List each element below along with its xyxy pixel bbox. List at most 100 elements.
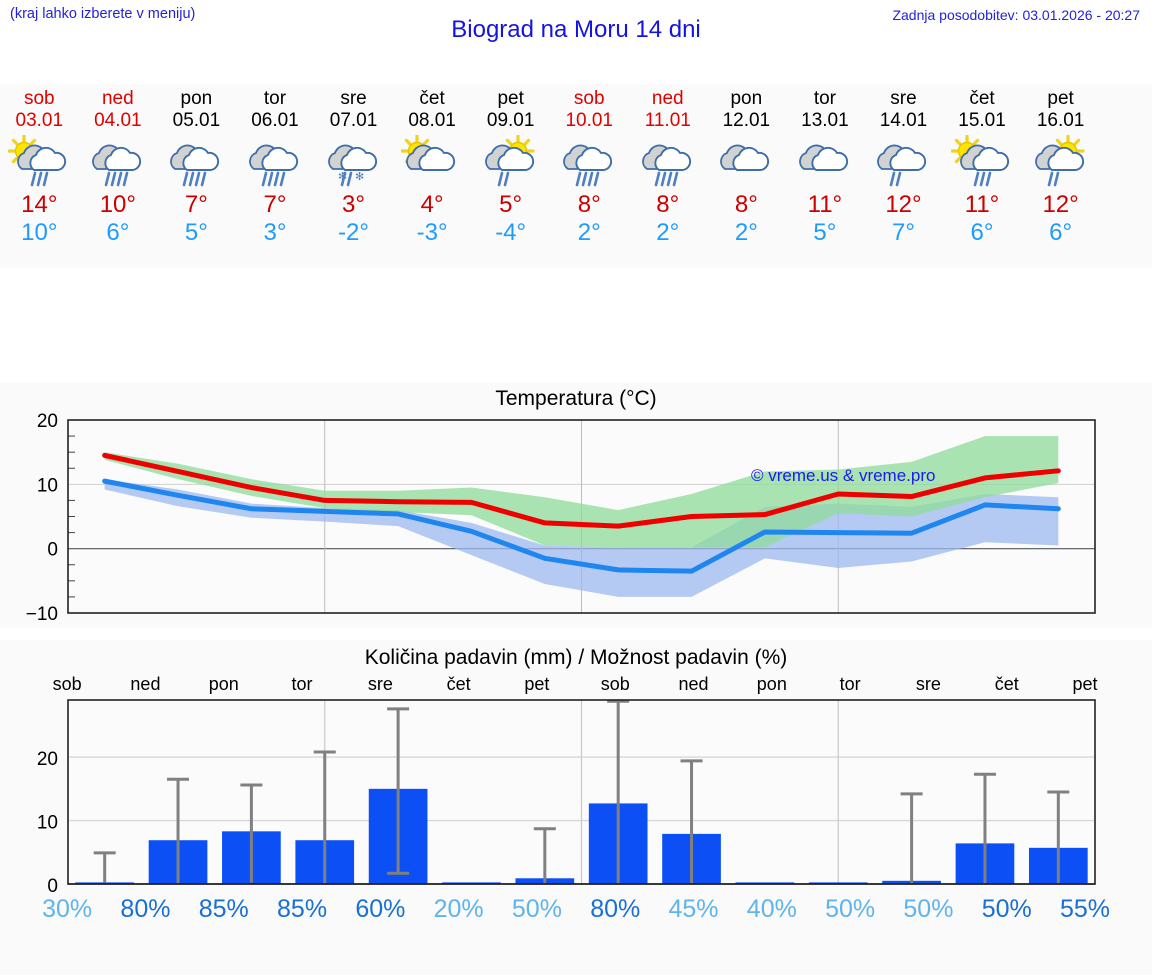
temp-min: -2° [338,219,369,246]
precip-probability: 85% [277,895,328,923]
temp-min: 10° [21,219,58,246]
temp-min: 6° [970,219,994,246]
temp-max: 11° [964,191,1000,218]
day-column[interactable]: ned 11.01 8° 2° [629,84,708,268]
day-column[interactable]: tor 06.01 7° 3° [236,84,315,268]
weather-icon-wrap [393,135,472,191]
precip-probability: 30% [42,895,93,923]
precipitation-chart-section: Količina padavin (mm) / Možnost padavin … [0,640,1152,975]
day-date: 11.01 [644,110,691,131]
temp-max: 12° [885,191,922,218]
cloud-sleet-icon: ✻ ✻ [327,144,377,187]
day-column[interactable]: tor 13.01 11° 5° [786,84,865,268]
day-date: 16.01 [1036,110,1085,131]
precip-day-label: čet [446,674,471,694]
temp-min: 2° [656,219,680,246]
day-date: 05.01 [172,110,221,131]
weather-icon-wrap [471,135,550,191]
day-name: pet [497,88,524,109]
day-column[interactable]: pet 09.01 5° -4° [471,84,550,268]
temperature-chart-section: Temperatura (°C) 20 10 0 −10 [0,383,1152,628]
cloud-icon [799,144,848,171]
day-column[interactable]: sre 14.01 12° 7° [864,84,943,268]
weather-icon-wrap [786,135,865,191]
temp-min: 6° [106,219,130,246]
cloud-rain-icon [641,144,691,187]
precipitation-day-labels: sob ned pon tor sre čet pet sob ned pon tor sre čet p… [28,674,1124,695]
precip-probability: 50% [903,895,954,923]
day-date: 12.01 [722,110,771,131]
cloud-rain-icon [563,144,613,187]
temp-y-tick: 0 [47,540,58,561]
day-date: 07.01 [329,110,378,131]
day-column[interactable]: sob 10.01 8° 2° [550,84,629,268]
day-column[interactable]: pet 16.01 12° 6° [1021,84,1100,268]
day-name: tor [263,88,287,109]
weather-icon-wrap [236,135,315,191]
temp-min: -3° [416,219,448,246]
day-date: 15.01 [958,110,1006,131]
menu-hint: (kraj lahko izberete v meniju) [10,6,196,22]
temp-max: 8° [734,191,758,218]
temp-max: 11° [807,191,843,218]
precip-day-label: sre [915,674,941,694]
precip-day-label: čet [994,674,1019,694]
day-name: pet [1047,88,1074,109]
temp-max: 7° [184,191,208,218]
day-date: 13.01 [801,110,849,131]
temp-min: 5° [184,219,208,246]
day-name: sre [890,88,917,109]
precip-probability: 85% [198,895,249,923]
weather-icon-wrap [707,135,786,191]
precip-day-label: pet [524,674,550,694]
temp-max: 10° [99,191,136,218]
weather-icon-wrap [1021,135,1100,191]
day-column[interactable]: pon 12.01 8° 2° [707,84,786,268]
sun-cloud-icon [401,135,456,171]
sun-cloud-rain-icon [8,135,67,187]
day-date: 08.01 [408,110,456,131]
precip-probability: 80% [120,895,171,923]
temp-y-tick: 10 [37,475,58,496]
precip-day-label: pon [756,674,787,694]
cloud-rain-icon [249,144,299,187]
precip-y-tick: 0 [47,876,58,897]
precip-day-label: tor [839,674,861,694]
precip-day-label: sob [600,674,630,694]
temp-max: 3° [342,191,365,218]
day-name: sre [340,88,367,109]
day-column[interactable]: pon 05.01 7° 5° [157,84,236,268]
day-name: pon [180,88,213,109]
temp-y-tick: 20 [37,411,58,432]
weather-icon-wrap [864,135,943,191]
precip-probability: 60% [355,895,406,923]
weather-icon-wrap [79,135,158,191]
day-name: ned [101,88,134,109]
precip-day-label: ned [130,674,161,694]
weather-icon-wrap [629,135,708,191]
temp-min: 3° [263,219,287,246]
precip-probability: 80% [590,895,641,923]
day-date: 06.01 [251,110,299,131]
svg-text:✻: ✻ [338,171,347,183]
temperature-chart-svg: 20 10 0 −10 [26,411,1096,625]
day-date: 03.01 [15,110,64,131]
sun-cloud-drizzle-icon [484,135,535,187]
day-column[interactable]: čet 15.01 11° 6° [943,84,1022,268]
precipitation-chart-svg: 20 10 0 [37,699,1096,897]
weather-icon-wrap [0,135,79,191]
precip-probability: 55% [1059,895,1111,923]
day-column[interactable]: sob 03.01 14° 10° [0,84,79,268]
day-column[interactable]: čet 08.01 4° -3° [393,84,472,268]
day-column[interactable]: sre 07.01 ✻ ✻ 3° -2° [314,84,393,268]
precip-day-label: tor [291,674,313,694]
temp-min: 6° [1049,219,1073,246]
precip-day-label: pon [208,674,239,694]
weather-icon-wrap: ✻ ✻ [314,135,393,191]
precip-probability: 50% [981,895,1032,923]
temp-y-tick: −10 [26,604,58,625]
daily-forecast-strip: sob 03.01 14° 10° ned 04.01 10° 6° pon 05.01 7° 5° t… [0,84,1152,268]
temperature-line [102,478,1061,574]
precip-y-tick: 10 [37,813,58,834]
day-column[interactable]: ned 04.01 10° 6° [79,84,158,268]
